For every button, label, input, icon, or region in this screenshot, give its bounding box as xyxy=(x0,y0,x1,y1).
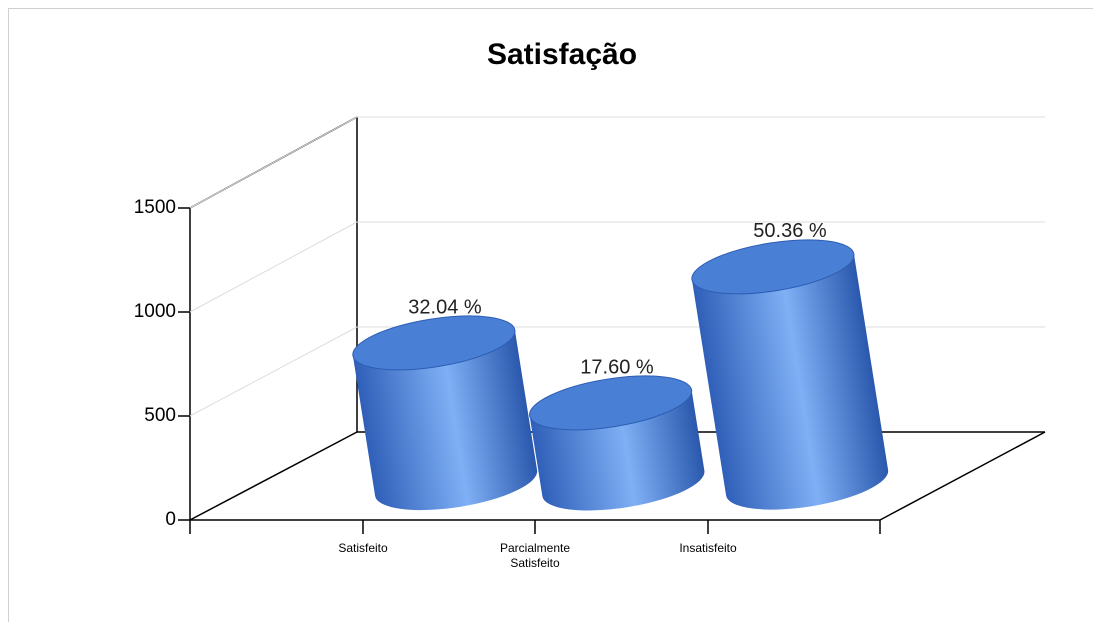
bar xyxy=(352,315,538,511)
data-label: 50.36 % xyxy=(753,220,827,242)
y-tick-label: 500 xyxy=(144,405,176,426)
bar-top xyxy=(352,315,516,371)
y-tick-label: 1500 xyxy=(134,197,176,218)
data-label: 17.60 % xyxy=(580,357,654,379)
x-tick-label: Satisfeito xyxy=(338,541,388,555)
grid-line xyxy=(189,326,358,417)
bar xyxy=(529,375,705,511)
y-tick-label: 1000 xyxy=(134,301,176,322)
grid-line xyxy=(189,116,358,209)
bar xyxy=(691,239,889,510)
bar-top xyxy=(529,375,693,431)
data-label: 32.04 % xyxy=(408,296,482,318)
bar-top xyxy=(691,239,855,295)
bar-body xyxy=(691,254,889,510)
chart-title: Satisfação xyxy=(487,38,637,71)
bar-body xyxy=(352,330,538,511)
frame xyxy=(8,8,1093,622)
x-tick-label: Insatisfeito xyxy=(679,541,737,555)
x-tick-label: Parcialmente Satisfeito xyxy=(499,541,571,570)
grid-line xyxy=(189,221,358,313)
y-tick-label: 0 xyxy=(165,509,176,530)
